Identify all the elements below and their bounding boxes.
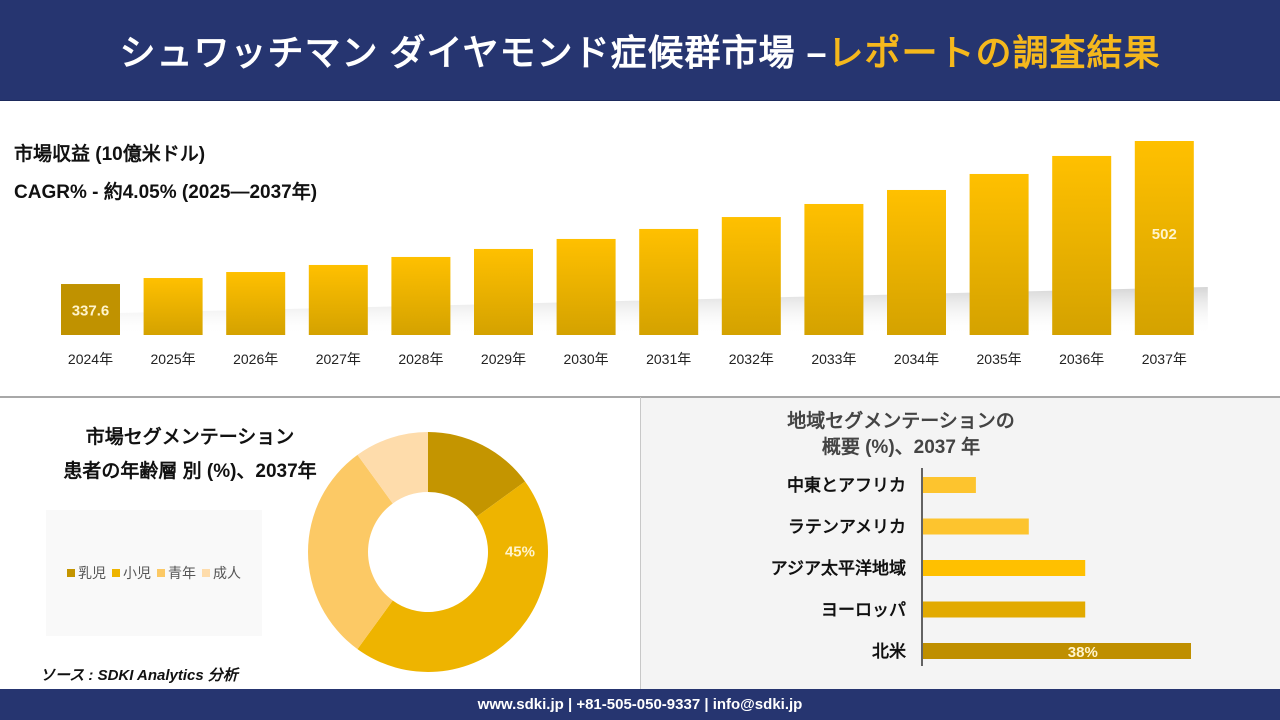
donut-slice bbox=[308, 454, 393, 650]
x-tick-label: 2033年 bbox=[811, 351, 856, 367]
x-tick-label: 2032年 bbox=[729, 351, 774, 367]
region-label: 北米 bbox=[872, 641, 907, 661]
x-tick-label: 2029年 bbox=[481, 351, 526, 367]
revenue-bar bbox=[721, 217, 781, 335]
x-tick-label: 2025年 bbox=[151, 351, 196, 367]
vertical-divider bbox=[640, 397, 641, 689]
x-tick-label: 2024年 bbox=[68, 351, 113, 367]
x-tick-label: 2030年 bbox=[564, 351, 609, 367]
region-label: アジア太平洋地域 bbox=[771, 558, 906, 578]
legend-swatch bbox=[112, 569, 120, 577]
region-bar bbox=[923, 560, 1086, 576]
cagr-label: CAGR% - 約4.05% (2025—2037年) bbox=[14, 182, 318, 203]
revenue-bar bbox=[143, 278, 203, 335]
x-tick-label: 2028年 bbox=[398, 351, 443, 367]
region-segmentation-panel: 中東とアフリカ ラテンアメリカアジア太平洋地域ヨーロッパ北米 38% 地域セグメンテ… bbox=[641, 398, 1280, 689]
region-title: 地域セグメンテーションの bbox=[787, 411, 1015, 432]
revenue-bar-chart: 2024年 337.6 2025年 2026年 2027年 2028年 2029年 2030年… bbox=[61, 141, 1208, 367]
region-subtitle: 概要 (%)、2037 年 bbox=[821, 437, 981, 458]
legend-item: 青年 bbox=[157, 563, 196, 583]
segmentation-subtitle: 患者の年齢層 別 (%)、2037年 bbox=[63, 461, 317, 482]
revenue-bar bbox=[969, 173, 1029, 335]
x-tick-label: 2037年 bbox=[1142, 351, 1187, 367]
region-bar bbox=[923, 477, 976, 493]
legend-label: 乳児 bbox=[78, 565, 106, 581]
report-header: シュワッチマン ダイヤモンド症候群市場 –レポートの調査結果 bbox=[0, 0, 1280, 101]
donut-legend: 乳児 小児 青年 成人 bbox=[46, 510, 262, 636]
revenue-bar bbox=[556, 238, 616, 335]
x-tick-label: 2035年 bbox=[977, 351, 1022, 367]
region-label: ヨーロッパ bbox=[821, 601, 906, 620]
legend-swatch bbox=[67, 569, 75, 577]
x-tick-label: 2031年 bbox=[646, 351, 691, 367]
source-note: ソース : SDKI Analytics 分析 bbox=[40, 667, 238, 684]
revenue-label: 市場収益 (10億米ドル) bbox=[14, 144, 206, 165]
segmentation-title: 市場セグメンテーション bbox=[85, 427, 295, 448]
bar-data-label: 337.6 bbox=[72, 303, 110, 320]
x-tick-label: 2026年 bbox=[233, 351, 278, 367]
legend-label: 青年 bbox=[168, 565, 196, 581]
legend-item: 小児 bbox=[112, 563, 151, 583]
region-bar bbox=[923, 601, 1086, 618]
legend-swatch bbox=[202, 569, 210, 577]
revenue-section: 2024年 337.6 2025年 2026年 2027年 2028年 2029年 2030年… bbox=[0, 101, 1280, 397]
age-segmentation-panel: 市場セグメンテーション 患者の年齢層 別 (%)、2037年 乳児 小児 青年 成人 … bbox=[0, 398, 640, 689]
age-donut-chart: 45% bbox=[308, 432, 548, 672]
donut-slice bbox=[428, 432, 526, 517]
x-tick-label: 2027年 bbox=[316, 351, 361, 367]
revenue-bar bbox=[474, 248, 533, 335]
revenue-bar bbox=[226, 272, 286, 335]
x-tick-label: 2034年 bbox=[894, 351, 939, 367]
revenue-bar bbox=[804, 203, 864, 335]
donut-slice bbox=[357, 481, 548, 672]
report-title: シュワッチマン ダイヤモンド症候群市場 –レポートの調査結果 bbox=[120, 24, 1161, 76]
legend-item: 乳児 bbox=[67, 563, 106, 583]
revenue-bar bbox=[639, 228, 699, 335]
legend-label: 成人 bbox=[213, 565, 241, 581]
donut-slice bbox=[357, 432, 428, 504]
donut-data-label: 45% bbox=[505, 543, 535, 560]
revenue-bar bbox=[1052, 155, 1112, 335]
legend-swatch bbox=[157, 569, 165, 577]
revenue-bar bbox=[61, 284, 120, 335]
x-tick-label: 2036年 bbox=[1059, 351, 1104, 367]
legend-label: 小児 bbox=[123, 565, 151, 581]
region-data-label: 38% bbox=[1068, 644, 1098, 661]
report-title-accent: レポートの調査結果 bbox=[827, 32, 1161, 73]
region-bar bbox=[923, 518, 1029, 535]
region-label: ラテンアメリカ bbox=[788, 518, 906, 537]
revenue-bar bbox=[391, 256, 451, 335]
revenue-bar bbox=[887, 189, 946, 335]
revenue-bar bbox=[1134, 141, 1194, 335]
revenue-bar bbox=[308, 264, 368, 335]
footer: www.sdki.jp | +81-505-050-9337 | info@sd… bbox=[0, 689, 1280, 720]
region-label: 中東とアフリカ bbox=[787, 475, 906, 495]
region-bar bbox=[923, 643, 1191, 659]
bar-data-label: 502 bbox=[1152, 226, 1177, 243]
legend-item: 成人 bbox=[202, 563, 241, 583]
footer-contact: www.sdki.jp | +81-505-050-9337 | info@sd… bbox=[477, 696, 803, 713]
report-title-main: シュワッチマン ダイヤモンド症候群市場 – bbox=[119, 32, 828, 73]
